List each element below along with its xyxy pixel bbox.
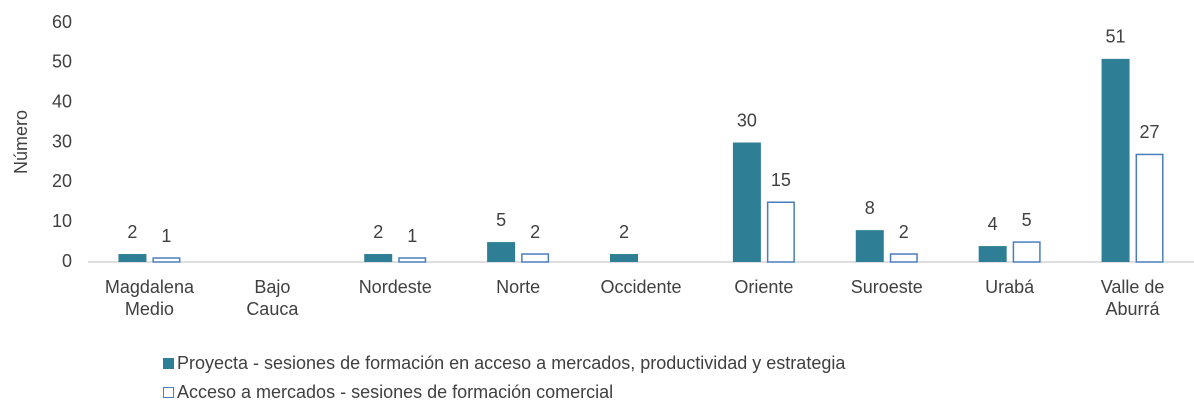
data-label: 51 (1106, 27, 1126, 47)
x-tick-label: Nordeste (358, 277, 432, 297)
bar (152, 257, 181, 263)
y-tick-label: 10 (52, 211, 72, 231)
bar (398, 257, 427, 263)
bar (1101, 58, 1130, 262)
data-label: 1 (161, 226, 171, 246)
bar (766, 201, 795, 263)
bar (118, 254, 147, 262)
data-label: 2 (619, 222, 629, 242)
y-tick-label: 30 (52, 131, 72, 151)
y-tick-label: 20 (52, 171, 72, 191)
data-label: 2 (530, 222, 540, 242)
bar (487, 242, 516, 262)
x-tick-label: Norte (496, 277, 541, 297)
legend-label: Proyecta - sesiones de formación en acce… (177, 353, 846, 373)
x-tick-label: Urabá (985, 277, 1035, 297)
data-label: 4 (988, 214, 998, 234)
bar (978, 246, 1007, 262)
bar (364, 254, 393, 262)
legend-label: Acceso a mercados - sesiones de formació… (177, 382, 614, 402)
legend-swatch (163, 358, 174, 369)
x-tick-label: Bajo Cauca (246, 277, 299, 319)
bar (889, 253, 918, 263)
y-tick-label: 0 (62, 251, 72, 271)
data-label: 1 (407, 226, 417, 246)
data-label: 2 (373, 222, 383, 242)
data-label: 5 (1022, 210, 1032, 230)
legend-item: Proyecta - sesiones de formación en acce… (163, 353, 845, 374)
bar (521, 253, 550, 263)
data-label: 2 (899, 222, 909, 242)
bar (610, 254, 638, 262)
legend-item: Acceso a mercados - sesiones de formació… (163, 382, 613, 403)
bar (732, 142, 761, 262)
y-tick-label: 60 (52, 12, 72, 32)
data-label: 15 (771, 170, 791, 190)
x-tick-label: Suroeste (850, 277, 923, 297)
bar (1135, 153, 1164, 263)
data-label: 2 (127, 222, 137, 242)
data-label: 27 (1140, 122, 1160, 142)
x-tick-label: Magdalena Medio (104, 277, 194, 319)
bar (855, 230, 884, 262)
data-label: 8 (865, 198, 875, 218)
y-tick-label: 40 (52, 91, 72, 111)
x-tick-label: Valle de Aburrá (1100, 277, 1165, 319)
bar (1012, 241, 1041, 263)
y-tick-label: 50 (52, 52, 72, 72)
x-tick-label: Occidente (600, 277, 682, 297)
data-label: 5 (496, 210, 506, 230)
legend-swatch (163, 387, 174, 398)
data-label: 30 (737, 110, 757, 130)
x-tick-label: Oriente (734, 277, 794, 297)
y-axis-title: Número (11, 110, 31, 174)
